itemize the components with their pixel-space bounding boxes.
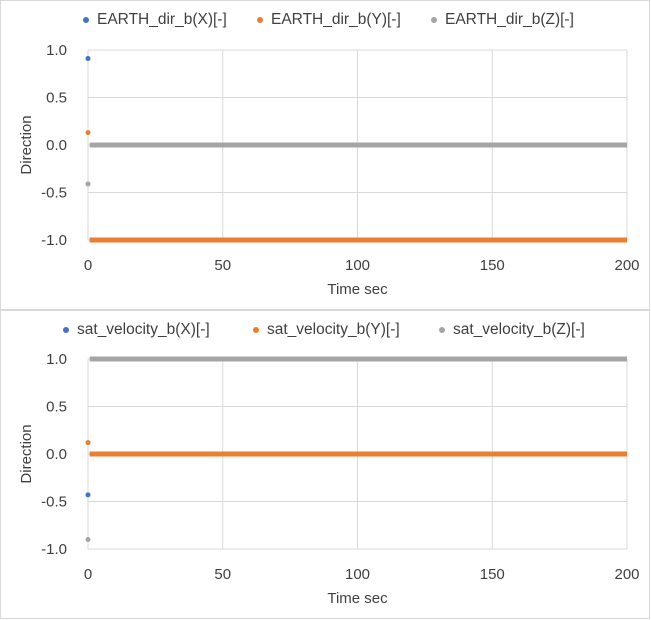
y-tick-label: 1.0	[46, 351, 67, 368]
series-0-point	[85, 492, 91, 498]
x-axis-title: Time sec	[327, 590, 388, 607]
legend-marker	[253, 327, 259, 333]
legend: EARTH_dir_b(X)[-] EARTH_dir_b(Y)[-] EART…	[1, 11, 649, 31]
legend-label: sat_velocity_b(Z)[-]	[453, 321, 585, 338]
x-tick-label: 100	[345, 257, 370, 274]
legend-item-z[interactable]: EARTH_dir_b(Z)[-]	[431, 11, 574, 29]
y-tick-label: 0.0	[46, 137, 67, 154]
plot-area: -1.0 -0.5 0.0 0.5 1.0 0 50 100 150 200 Time sec Dir…	[18, 351, 640, 607]
x-tick-label: 50	[214, 257, 231, 274]
legend-item-z[interactable]: sat_velocity_b(Z)[-]	[439, 321, 585, 339]
legend-item-y[interactable]: EARTH_dir_b(Y)[-]	[257, 11, 401, 29]
x-tick-label: 100	[345, 566, 370, 583]
y-tick-label: -0.5	[41, 185, 67, 202]
sat-velocity-chart: sat_velocity_b(X)[-] sat_velocity_b(Y)[-…	[0, 310, 650, 619]
y-tick-label: 0.0	[46, 446, 67, 463]
plot-area: -1.0 -0.5 0.0 0.5 1.0 0 50 100 150 200 Time sec Dir…	[18, 42, 640, 298]
legend-label: EARTH_dir_b(X)[-]	[97, 11, 227, 28]
legend-marker	[431, 17, 437, 23]
y-axis-title: Direction	[18, 424, 35, 483]
y-tick-label: 1.0	[46, 42, 67, 59]
series-1-point	[85, 440, 91, 446]
x-tick-label: 0	[84, 257, 92, 274]
series-0-point	[85, 56, 91, 62]
legend-marker	[63, 327, 69, 333]
legend-item-y[interactable]: sat_velocity_b(Y)[-]	[253, 321, 400, 339]
x-tick-label: 200	[614, 566, 639, 583]
y-tick-label: 0.5	[46, 399, 67, 416]
y-tick-label: -0.5	[41, 494, 67, 511]
legend: sat_velocity_b(X)[-] sat_velocity_b(Y)[-…	[1, 321, 649, 341]
legend-item-x[interactable]: EARTH_dir_b(X)[-]	[83, 11, 227, 29]
x-tick-label: 200	[614, 257, 639, 274]
legend-marker	[439, 327, 445, 333]
y-tick-label: -1.0	[41, 232, 67, 249]
x-tick-label: 150	[480, 566, 505, 583]
series-1-point	[85, 130, 91, 136]
series-2-point	[85, 181, 91, 187]
legend-label: EARTH_dir_b(Y)[-]	[271, 11, 401, 28]
x-tick-label: 50	[214, 566, 231, 583]
x-tick-label: 0	[84, 566, 92, 583]
legend-label: sat_velocity_b(X)[-]	[77, 321, 210, 338]
legend-label: sat_velocity_b(Y)[-]	[267, 321, 400, 338]
y-tick-label: 0.5	[46, 90, 67, 107]
legend-item-x[interactable]: sat_velocity_b(X)[-]	[63, 321, 210, 339]
x-axis-title: Time sec	[327, 281, 388, 298]
series-2-point	[85, 537, 91, 542]
legend-marker	[257, 17, 263, 23]
y-tick-label: -1.0	[41, 541, 67, 558]
y-axis-title: Direction	[18, 115, 35, 174]
legend-marker	[83, 17, 89, 23]
legend-label: EARTH_dir_b(Z)[-]	[445, 11, 574, 28]
earth-direction-chart: EARTH_dir_b(X)[-] EARTH_dir_b(Y)[-] EART…	[0, 0, 650, 310]
x-tick-label: 150	[480, 257, 505, 274]
